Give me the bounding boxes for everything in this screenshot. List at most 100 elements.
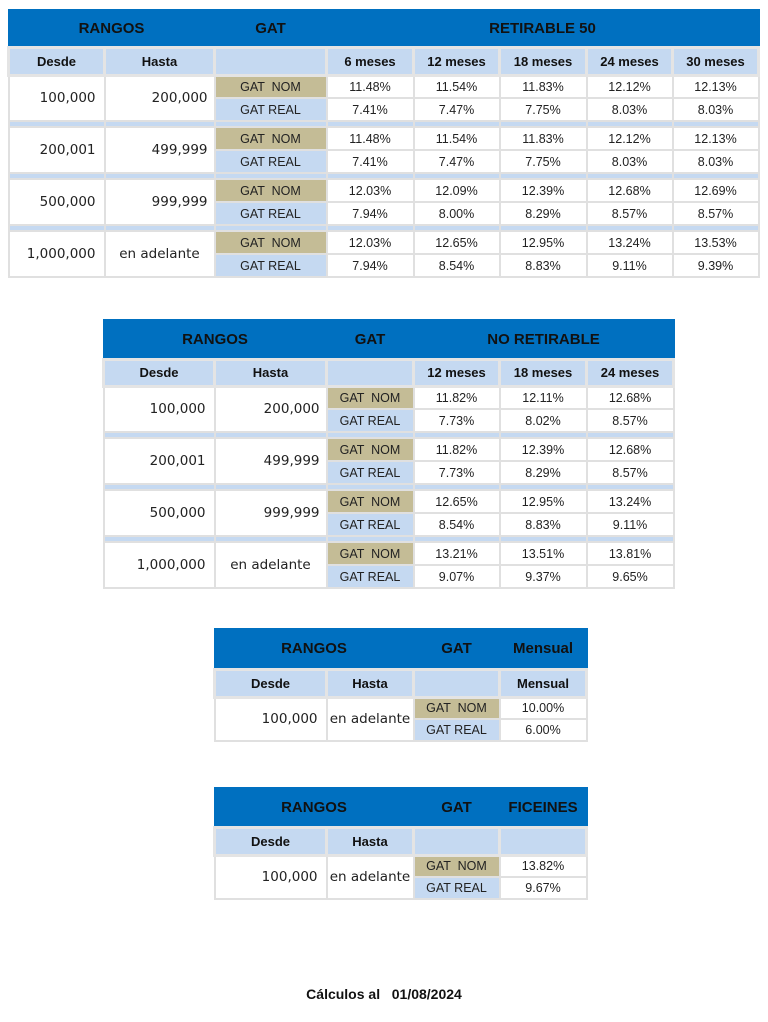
gat-real-value: 7.41% (325, 149, 415, 174)
gat-real-label: GAT REAL (213, 201, 328, 226)
gat-nom-value: 13.82% (498, 854, 588, 878)
period-header (498, 825, 588, 857)
product-header: FICEINES (498, 787, 588, 828)
gat-type-header (412, 825, 501, 857)
hasta-header: Hasta (325, 667, 415, 699)
gat-real-value: 7.75% (498, 149, 588, 174)
rate-table-2: RANGOS GAT Mensual Desde Hasta Mensual 100,000… (213, 628, 588, 742)
range-to: 999,999 (213, 489, 328, 537)
gat-type-header (325, 357, 415, 388)
gat-nom-label: GAT NOM (213, 178, 328, 203)
gat-real-value: 7.73% (412, 460, 501, 485)
period-header: 6 meses (325, 45, 415, 77)
gat-real-label: GAT REAL (213, 97, 328, 122)
header-row: RANGOS GAT NO RETIRABLE (102, 319, 675, 360)
table-row: 100,000 en adelante GAT NOM 10.00% (213, 696, 588, 742)
gat-nom-value: 12.65% (412, 489, 501, 514)
table-row: 100,000 en adelante GAT NOM 13.82% (213, 854, 588, 900)
gat-nom-value: 12.68% (585, 437, 675, 462)
gat-nom-value: 12.69% (671, 178, 760, 203)
table-row: GAT REAL 7.73% 8.02% 8.57% (104, 408, 675, 433)
gat-real-label: GAT REAL (325, 512, 415, 537)
gat-real-value: 8.29% (498, 201, 588, 226)
table-row: 500,000 999,999 GAT NOM 12.03% 12.09% 12.39% 1… (7, 178, 760, 226)
gat-nom-label: GAT NOM (412, 854, 501, 878)
gat-nom-value: 13.24% (585, 489, 675, 514)
gat-real-value: 9.39% (671, 253, 760, 278)
gat-real-value: 7.94% (325, 201, 415, 226)
table-row: GAT REAL 7.41% 7.47% 7.75% 8.03% 8.03% (9, 97, 760, 122)
gat-real-value: 9.37% (498, 564, 588, 589)
range-to: 499,999 (213, 437, 328, 485)
gat-real-value: 7.47% (412, 149, 501, 174)
header-row: RANGOS GAT RETIRABLE 50 (7, 9, 760, 48)
gat-nom-value: 12.03% (325, 178, 415, 203)
gat-nom-value: 13.51% (498, 541, 588, 566)
gat-header: GAT (412, 628, 501, 670)
desde-header: Desde (213, 825, 328, 857)
gat-nom-value: 11.54% (412, 126, 501, 151)
gat-nom-label: GAT NOM (213, 126, 328, 151)
table-row: GAT REAL 9.07% 9.37% 9.65% (104, 564, 675, 589)
gat-real-value: 9.65% (585, 564, 675, 589)
range-from: 100,000 (213, 696, 328, 742)
period-header: 18 meses (498, 357, 588, 388)
gat-real-value: 7.75% (498, 97, 588, 122)
gat-nom-value: 12.95% (498, 489, 588, 514)
gat-real-value: 8.29% (498, 460, 588, 485)
table-row: 200,001 499,999 GAT NOM 11.48% 11.54% 11.83% 1… (7, 126, 760, 174)
gat-nom-value: 11.48% (325, 74, 415, 99)
gat-nom-label: GAT NOM (325, 541, 415, 566)
gat-nom-value: 12.13% (671, 126, 760, 151)
gat-real-value: 8.02% (498, 408, 588, 433)
gat-nom-value: 13.53% (671, 230, 760, 255)
gat-nom-value: 12.65% (412, 230, 501, 255)
gat-real-value: 8.57% (585, 460, 675, 485)
header-row: RANGOS GAT Mensual (213, 628, 588, 670)
hasta-header: Hasta (213, 357, 328, 388)
rate-table-1: RANGOS GAT NO RETIRABLE Desde Hasta 12 meses 1… (102, 319, 676, 589)
range-to: 200,000 (213, 385, 328, 433)
gat-nom-value: 12.13% (671, 74, 760, 99)
gat-real-value: 8.83% (498, 512, 588, 537)
gat-nom-label: GAT NOM (412, 696, 501, 720)
product-header: NO RETIRABLE (412, 319, 675, 360)
table-row: 1,000,000 en adelante GAT NOM 13.21% 13.51% 1… (102, 541, 675, 589)
gat-real-value: 6.00% (498, 718, 588, 742)
gat-nom-label: GAT NOM (213, 230, 328, 255)
gat-nom-value: 12.95% (498, 230, 588, 255)
range-to: en adelante (103, 230, 216, 278)
gat-real-value: 8.03% (671, 97, 760, 122)
table-row: 500,000 999,999 GAT NOM 12.65% 12.95% 13.24% (102, 489, 675, 537)
gat-nom-value: 11.82% (412, 437, 501, 462)
rangos-header: RANGOS (213, 628, 415, 670)
gat-header: GAT (325, 319, 415, 360)
period-header: 24 meses (585, 45, 674, 77)
gat-nom-value: 12.68% (585, 178, 674, 203)
range-to: en adelante (325, 696, 415, 742)
hasta-header: Hasta (325, 825, 415, 857)
gat-nom-value: 12.12% (585, 126, 674, 151)
table-row: 200,001 499,999 GAT NOM 11.82% 12.39% 12.68% (102, 437, 675, 485)
product-header: RETIRABLE 50 (325, 9, 760, 48)
period-header: Mensual (498, 667, 588, 699)
gat-real-value: 9.11% (585, 253, 674, 278)
gat-nom-value: 13.24% (585, 230, 674, 255)
range-to: 200,000 (103, 74, 216, 122)
range-from: 1,000,000 (102, 541, 216, 589)
table-row: 1,000,000 en adelante GAT NOM 12.03% 12.65% 1… (7, 230, 760, 278)
group-separator (102, 483, 675, 491)
period-header: 30 meses (670, 45, 761, 77)
period-header: 24 meses (584, 357, 676, 388)
range-from: 100,000 (102, 385, 216, 433)
gat-real-value: 8.03% (671, 149, 760, 174)
gat-real-value: 7.73% (412, 408, 501, 433)
table-row: GAT REAL 8.54% 8.83% 9.11% (104, 512, 675, 537)
range-from: 500,000 (7, 178, 106, 226)
group-separator (102, 431, 675, 439)
gat-nom-value: 11.82% (412, 385, 501, 410)
rangos-header: RANGOS (213, 787, 415, 828)
range-from: 200,001 (102, 437, 216, 485)
gat-nom-value: 12.03% (325, 230, 415, 255)
table-row: GAT REAL 7.94% 8.54% 8.83% 9.11% 9.39% (9, 253, 760, 278)
